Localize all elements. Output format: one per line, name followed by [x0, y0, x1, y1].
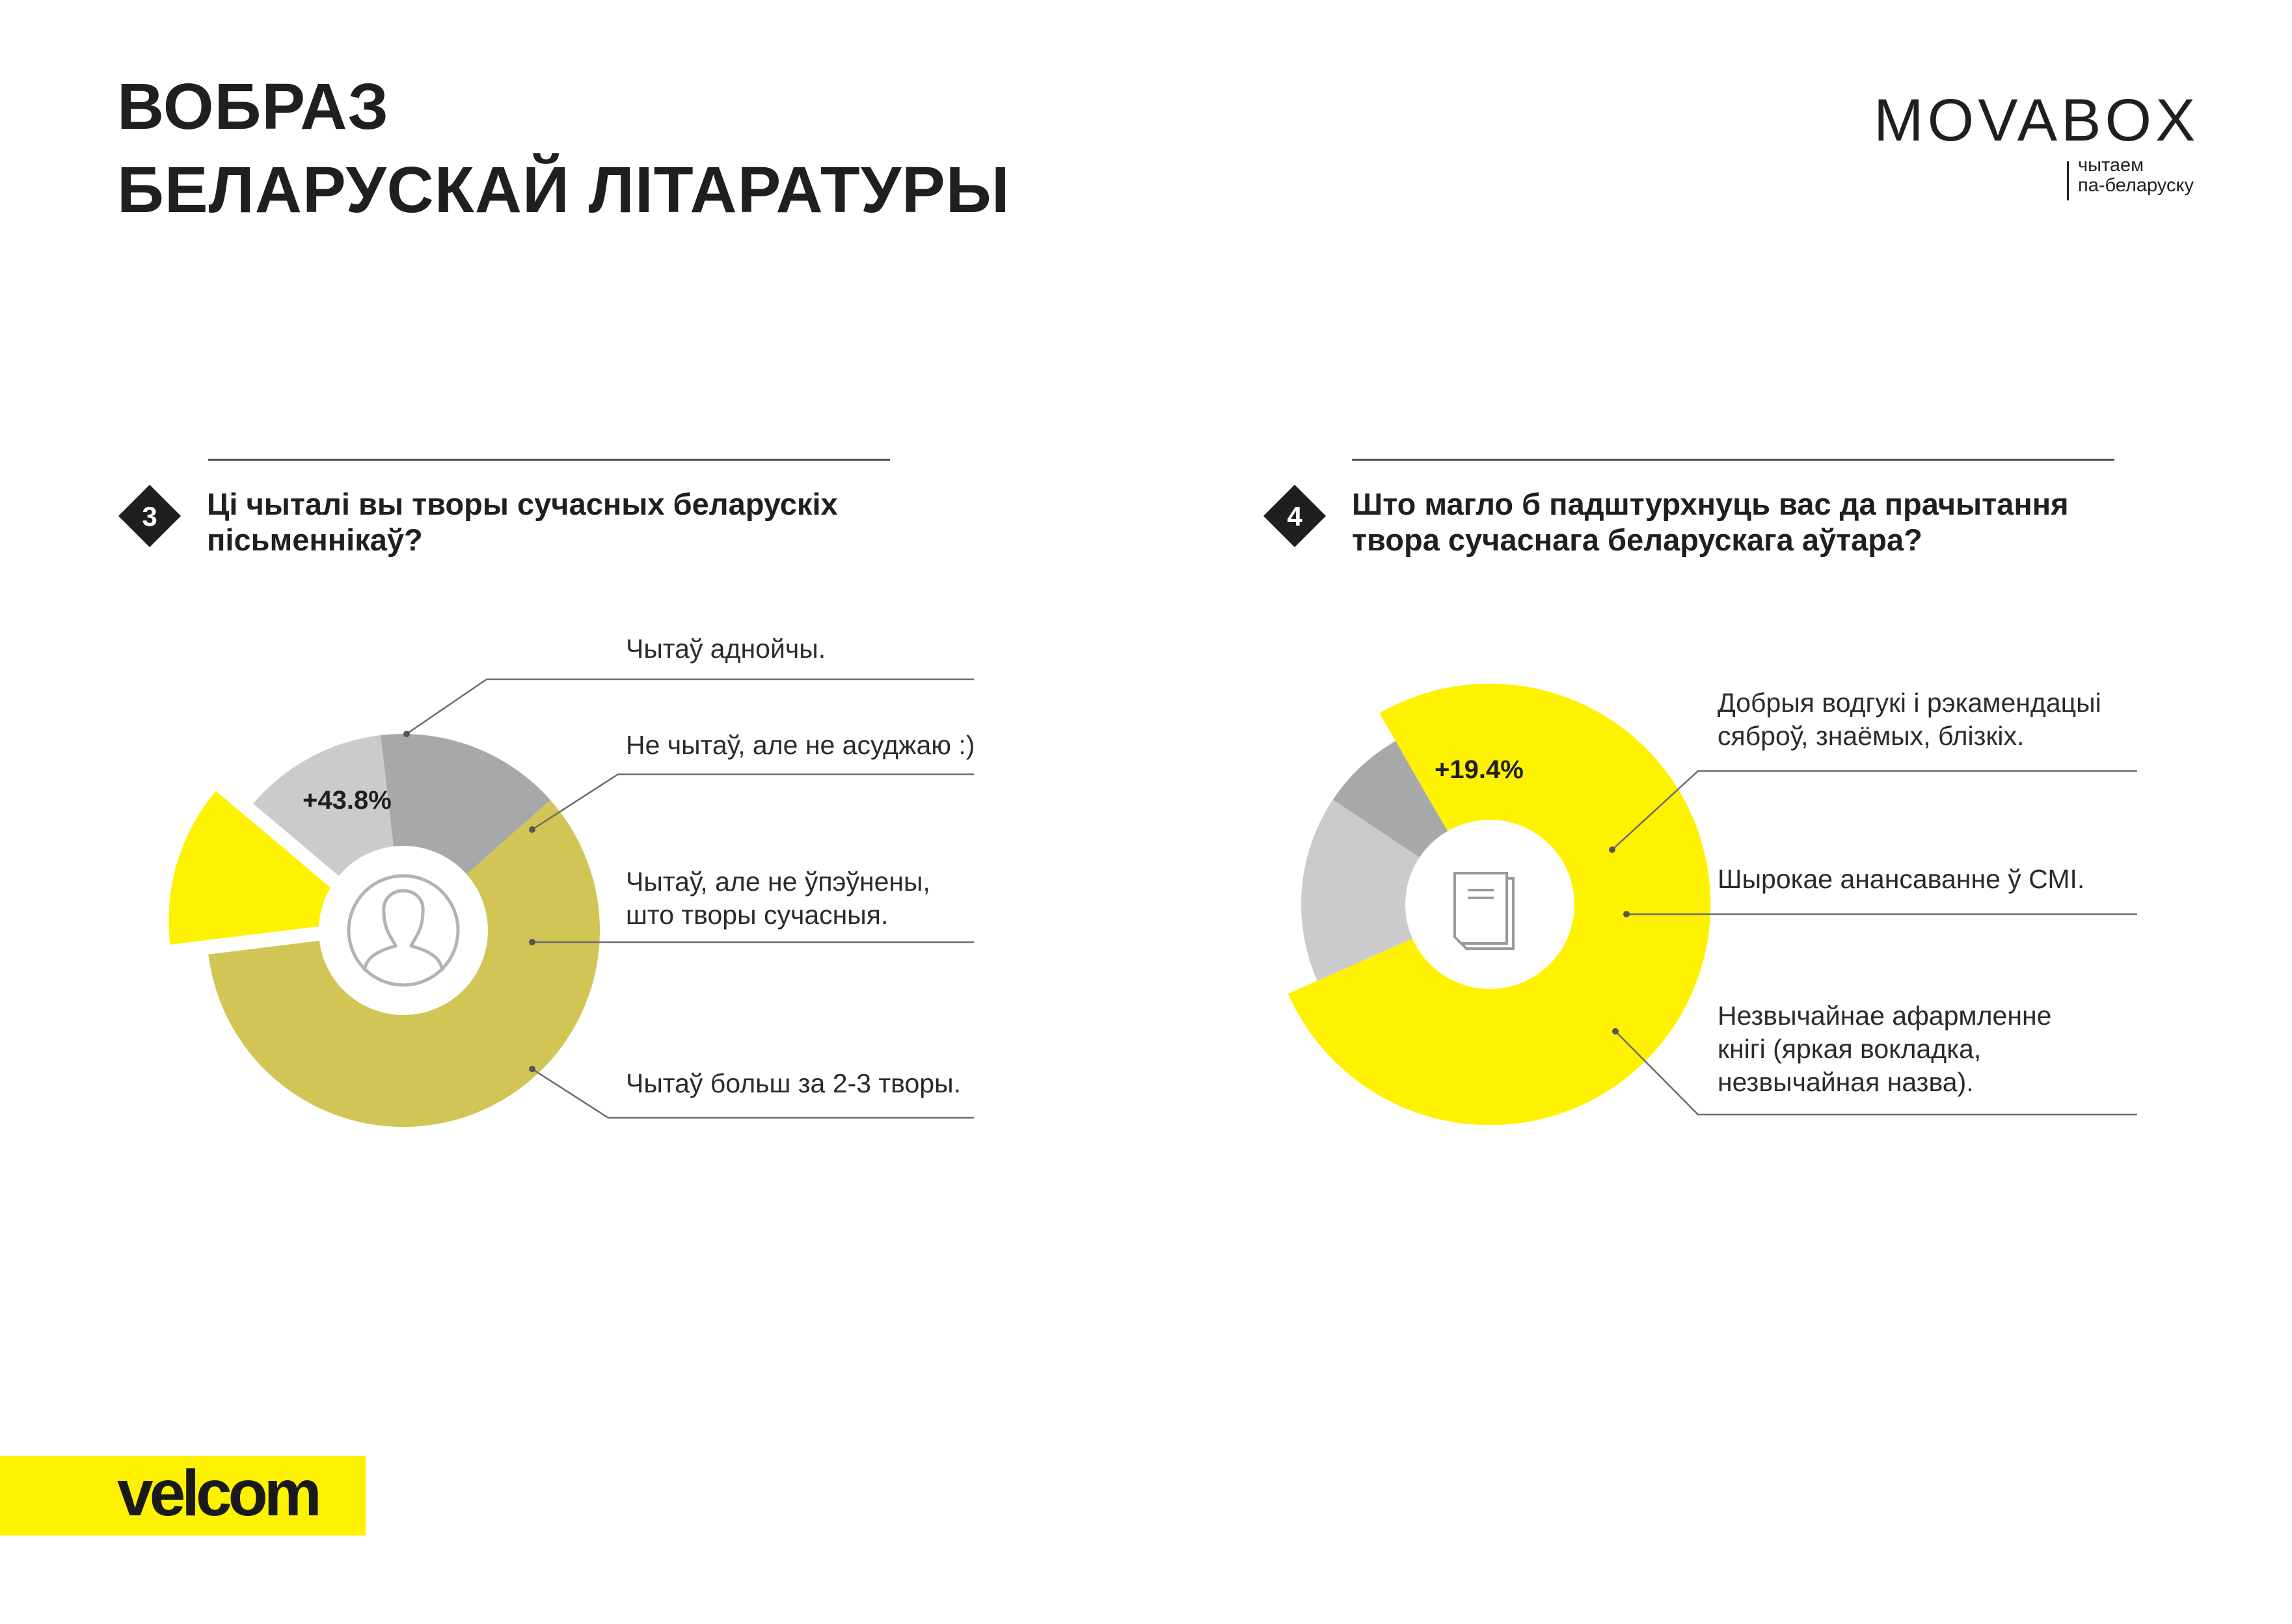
leader-line-1 [406, 678, 974, 735]
question-3-badge: 3 [118, 485, 181, 547]
chart-4-slice-label-3: Незвычайнае афармленне кнігі (яркая вокл… [1718, 1001, 2052, 1097]
leader-dot-1 [403, 731, 410, 737]
question-3-number: 3 [142, 501, 157, 532]
tagline-line-1: чытаем [2078, 155, 2144, 176]
chart-3-slice-label-4: Чытаў больш за 2-3 творы. [626, 1068, 961, 1098]
leader-dot-7 [1612, 1028, 1619, 1035]
leader-line-5 [1611, 770, 2137, 850]
chart-3-slice-label-2: Не чытаў, але не асуджаю :) [626, 730, 975, 760]
leader-dot-4 [529, 1066, 535, 1072]
movabox-logo: MOVABOX чытаем па-беларуску [1874, 87, 2212, 200]
chart-3-slice-label-3: Чытаў, але не ўпэўнены, што творы сучасн… [626, 867, 930, 930]
movabox-logo-wordmark: MOVABOX [1874, 87, 2200, 154]
page-title-line-2: БЕЛАРУСКАЙ ЛІТАРАТУРЫ [117, 154, 1010, 226]
logo-divider [2067, 161, 2069, 200]
chart-4-center [1405, 820, 1574, 989]
person-icon [347, 874, 460, 987]
question-4-line-1: Што магло б падштурхнуць вас да прачытан… [1352, 487, 2069, 521]
question-3-line-1: Ці чыталі вы творы сучасных беларускіх [207, 487, 838, 521]
question-3-text: Ці чыталі вы творы сучасных беларускіх п… [207, 486, 838, 558]
page-title: ВОБРАЗ БЕЛАРУСКАЙ ЛІТАРАТУРЫ [117, 65, 1010, 232]
question-4-badge: 4 [1263, 485, 1326, 547]
velcom-logo: velcom [117, 1457, 322, 1530]
pie-chart-question-3 [169, 734, 600, 1127]
tagline-line-2: па-беларуску [2078, 175, 2194, 196]
chart-3-center [319, 846, 488, 1015]
question-4-number: 4 [1287, 501, 1302, 532]
section-3-divider [208, 459, 890, 461]
section-4-divider [1352, 459, 2114, 461]
book-icon [1453, 872, 1515, 950]
chart-4-slice-label-1: Добрыя водгукі і рэкамендацыі сяброў, зн… [1718, 688, 2101, 751]
question-3-line-2: пісьменнікаў? [207, 522, 423, 557]
chart-3-slice-label-1: Чытаў аднойчы. [626, 634, 826, 664]
leader-lines [403, 678, 2137, 1119]
question-4-text: Што магло б падштурхнуць вас да прачытан… [1352, 486, 2069, 558]
leader-line-7 [1615, 1031, 2137, 1116]
movabox-tagline: чытаем па-беларуску [2078, 156, 2194, 196]
pie-chart-question-4 [1288, 683, 1711, 1126]
leader-dot-3 [529, 939, 535, 945]
chart-3-slice-1 [169, 791, 370, 945]
leader-line-4 [532, 1068, 974, 1119]
page-title-line-1: ВОБРАЗ [117, 70, 390, 143]
leader-dot-5 [1609, 846, 1615, 853]
velcom-banner [0, 1456, 366, 1536]
chart-4-slice-label-2: Шырокае анансаванне ў СМІ. [1718, 864, 2085, 894]
question-4-line-2: твора сучаснага беларускага аўтара? [1352, 522, 1922, 557]
chart-4-highlight-label: +19.4% [1435, 755, 1524, 784]
chart-3-highlight-label: +43.8% [303, 786, 392, 815]
chart-4-slice-2 [1301, 800, 1490, 981]
leader-line-2 [532, 773, 974, 831]
leader-dot-6 [1623, 911, 1630, 917]
leader-dot-2 [529, 826, 535, 833]
